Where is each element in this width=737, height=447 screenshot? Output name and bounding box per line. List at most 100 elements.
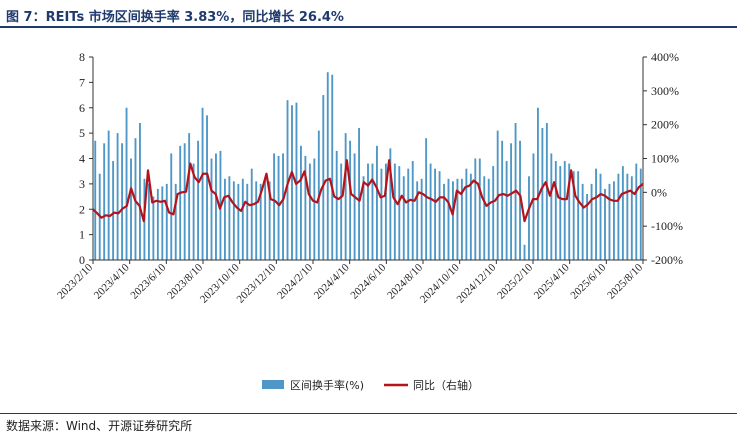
x-tick-label: 2023/12/10 (235, 261, 279, 305)
bar (161, 186, 164, 260)
bar (595, 168, 597, 260)
bar (608, 183, 611, 261)
bar (568, 163, 571, 260)
right-tick-label: 300% (651, 84, 679, 98)
bar (183, 143, 186, 260)
bar (505, 161, 508, 260)
bar (532, 153, 535, 260)
right-tick-label: 200% (651, 118, 679, 132)
x-tick-label: 2025/6/10 (568, 261, 608, 301)
bar (393, 163, 396, 260)
bar (577, 171, 580, 260)
bar (581, 183, 584, 261)
x-tick-label: 2025/4/10 (532, 261, 572, 301)
bar (478, 158, 481, 260)
bar (237, 183, 240, 261)
bar (429, 163, 432, 260)
bar (335, 150, 338, 260)
bar (407, 168, 410, 260)
bar (371, 163, 374, 260)
bar (206, 115, 208, 260)
bar (528, 176, 530, 260)
x-tick-label: 2023/4/10 (92, 261, 132, 301)
bar (125, 107, 128, 260)
bar (228, 176, 231, 260)
legend-label-line: 同比（右轴） (413, 378, 479, 392)
bar (362, 176, 365, 260)
bar (559, 166, 562, 260)
bar (94, 140, 97, 260)
bar (192, 163, 195, 260)
bar (420, 178, 423, 260)
bar (367, 163, 369, 260)
bar (452, 181, 454, 260)
bar (165, 183, 168, 261)
bar (103, 143, 106, 260)
bar (617, 173, 620, 260)
bar (389, 148, 392, 260)
bar (541, 128, 544, 260)
right-tick-label: 100% (651, 152, 679, 166)
bar (376, 145, 378, 260)
left-tick-label: 5 (79, 126, 85, 140)
x-tick-label: 2024/4/10 (312, 261, 352, 301)
bar (554, 161, 557, 260)
bar (241, 178, 244, 260)
bar (156, 188, 159, 260)
bar (425, 138, 428, 260)
bar (599, 173, 602, 260)
bar (604, 188, 606, 260)
bar (268, 181, 271, 260)
bar (152, 196, 155, 260)
bar (474, 158, 477, 260)
bar (331, 74, 334, 260)
bar (201, 107, 204, 260)
bar (116, 133, 119, 261)
left-tick-label: 2 (79, 202, 85, 216)
bar (536, 107, 539, 260)
bar (563, 161, 566, 260)
chart: 0 1 2 3 4 5 6 7 8 -200% -100% 0% 100% 200% 300% 400% 202… (55, 50, 683, 392)
bar (635, 163, 638, 260)
right-tick-label: -200% (651, 253, 683, 267)
bar (130, 158, 132, 260)
bar (326, 72, 329, 260)
title-divider (0, 26, 737, 28)
bar (358, 128, 360, 260)
bar (295, 102, 298, 260)
bar (469, 173, 472, 260)
bar (291, 105, 293, 261)
bar (487, 178, 490, 260)
bar (308, 163, 311, 260)
bar (639, 168, 642, 260)
left-tick-label: 1 (79, 228, 85, 242)
bar (304, 155, 307, 260)
bar (483, 176, 486, 260)
left-tick-label: 7 (79, 75, 85, 89)
right-tick-label: 0% (651, 185, 667, 199)
bar (545, 122, 548, 260)
x-tick-label: 2024/12/10 (455, 261, 499, 305)
left-tick-label: 4 (79, 152, 85, 166)
left-tick-label: 8 (79, 50, 85, 64)
x-tick-label: 2025/8/10 (605, 261, 645, 301)
left-tick-label: 0 (79, 253, 85, 267)
bar (349, 140, 352, 260)
bar (416, 181, 419, 260)
bar (313, 158, 316, 260)
bar (353, 153, 356, 260)
bar (210, 158, 213, 260)
bar (282, 153, 284, 260)
bar (613, 181, 615, 260)
bar (139, 122, 141, 260)
x-tick-label: 2025/2/10 (495, 261, 535, 301)
right-tick-label: -100% (651, 219, 683, 233)
bar (286, 100, 289, 260)
legend-label-bar: 区间换手率(%) (290, 378, 364, 392)
source-divider (0, 413, 737, 414)
bar (411, 161, 414, 260)
bar (492, 166, 495, 260)
bar (232, 181, 235, 260)
bar (523, 244, 526, 260)
bar (170, 153, 173, 260)
